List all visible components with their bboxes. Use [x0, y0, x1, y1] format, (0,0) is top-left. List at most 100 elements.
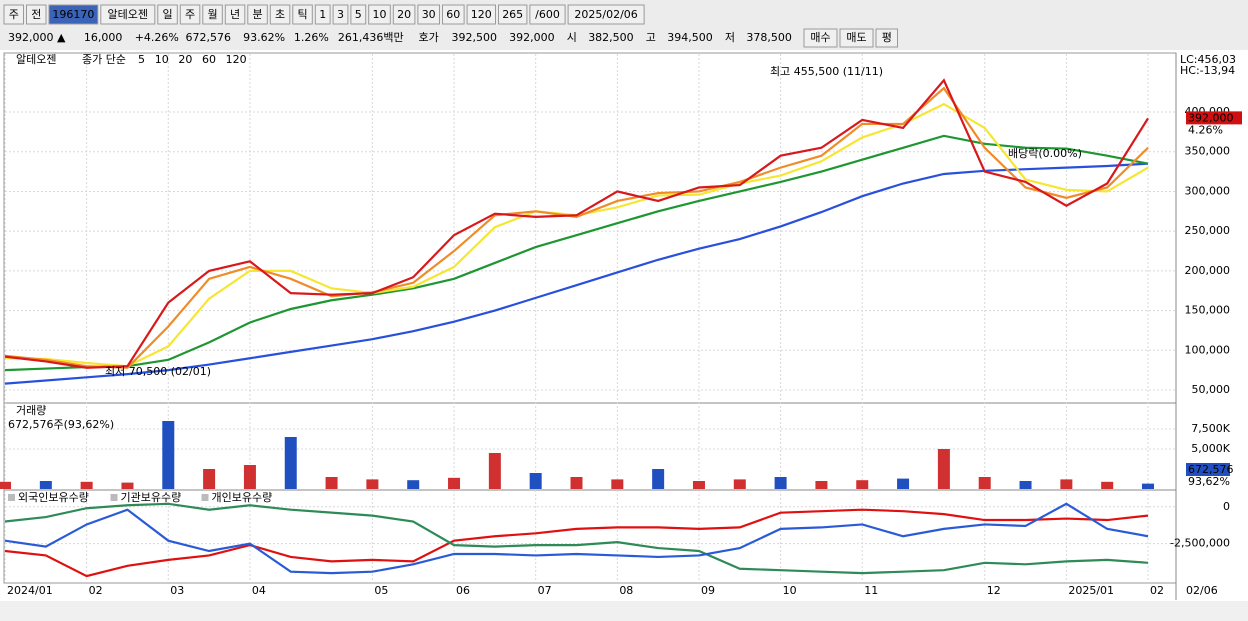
toolbar-label: 일	[162, 7, 172, 21]
legend-entry: 60	[202, 53, 216, 66]
toolbar-button[interactable]	[368, 4, 391, 25]
toolbar-button[interactable]	[179, 4, 201, 25]
volume-bar	[1101, 481, 1114, 489]
toolbar-label: 초	[275, 8, 285, 21]
x-tick-label: 05	[374, 584, 388, 597]
toolbar-label: 5	[355, 8, 362, 21]
annotation: 최저 70,500 (02/01)	[105, 365, 211, 378]
toolbar-button[interactable]	[269, 4, 291, 25]
quote-item: 382,500	[588, 31, 634, 44]
quote-item: 672,576	[186, 31, 232, 44]
price-tag-label: 392,000	[1188, 111, 1234, 124]
toolbar-button[interactable]	[417, 4, 440, 25]
order-button-label: 매수	[810, 31, 830, 44]
volume-bar	[488, 453, 501, 489]
annotation: LC:456,03	[1180, 53, 1236, 66]
y-tick-label: 250,000	[1185, 224, 1231, 237]
x-tick-label: 2024/01	[7, 584, 53, 597]
x-tick-label: 08	[619, 584, 633, 597]
toolbar-label: 10	[373, 8, 387, 21]
order-button[interactable]	[803, 28, 838, 48]
toolbar-label: 196170	[52, 8, 94, 21]
quote-item: +4.26%	[135, 31, 179, 44]
toolbar-label: /600	[535, 8, 560, 21]
x-tick-label: 10	[783, 584, 797, 597]
toolbar-button[interactable]	[157, 4, 178, 25]
volume-bar	[407, 480, 420, 489]
panel-subtitle: 672,576주(93,62%)	[8, 418, 114, 431]
toolbar-label: 265	[502, 8, 523, 21]
legend-entry: 120	[226, 53, 247, 66]
toolbar-button[interactable]	[26, 4, 47, 25]
toolbar-label: 분	[252, 8, 262, 21]
volume-bar	[203, 469, 216, 489]
volume-bar	[80, 481, 93, 489]
volume-bar	[284, 437, 297, 489]
volume-bar	[325, 477, 338, 489]
quote-item: 378,500	[746, 31, 792, 44]
toolbar-button[interactable]	[3, 4, 24, 25]
toolbar-button[interactable]	[314, 4, 331, 25]
toolbar-label: 120	[471, 8, 492, 21]
line-series	[4, 134, 1149, 372]
change-tag: 4.26%	[1188, 123, 1223, 136]
volume-bar	[774, 477, 787, 489]
legend-entry: 기관보유수량	[121, 491, 182, 504]
y-tick-label: 150,000	[1185, 304, 1231, 317]
x-tick-label: 02	[89, 584, 103, 597]
toolbar-label: 20	[397, 8, 411, 21]
quote-item: 16,000	[84, 31, 123, 44]
toolbar-button[interactable]	[48, 4, 99, 25]
y-tick-label: 100,000	[1185, 343, 1231, 356]
toolbar-button[interactable]	[100, 4, 156, 25]
legend-swatch	[8, 494, 15, 501]
toolbar-label: 3	[337, 8, 344, 21]
quote-item: 392,000 ▲	[8, 31, 66, 44]
toolbar-button[interactable]	[247, 4, 268, 25]
toolbar-label: 틱	[297, 8, 307, 21]
volume-bar	[162, 421, 175, 489]
toolbar-button[interactable]	[202, 4, 223, 25]
order-button[interactable]	[839, 28, 874, 48]
toolbar-button[interactable]	[498, 4, 528, 25]
x-tick-label: 09	[701, 584, 715, 597]
x-tick-label: 02	[1150, 584, 1164, 597]
toolbar-button[interactable]	[224, 4, 246, 25]
quote-item: 93.62%	[243, 31, 285, 44]
y-tick-label: -2,500,000	[1170, 537, 1230, 550]
volume-bar	[937, 449, 950, 489]
toolbar-button[interactable]	[442, 4, 465, 25]
volume-bar	[529, 473, 542, 489]
volume-bar	[978, 477, 991, 489]
y-tick-label: 300,000	[1185, 184, 1231, 197]
toolbar-label: 년	[230, 8, 240, 21]
order-button[interactable]	[875, 28, 898, 48]
toolbar-button[interactable]	[466, 4, 497, 25]
stock-label: 알테오젠	[16, 52, 56, 66]
toolbar-label: 주	[185, 8, 195, 21]
annotation: 최고 455,500 (11/11)	[770, 65, 883, 78]
annotation: 배당락(0.00%)	[1008, 147, 1082, 160]
price-tag	[1186, 111, 1242, 125]
volume-bar	[815, 481, 828, 489]
toolbar-button[interactable]	[392, 4, 416, 25]
toolbar-button[interactable]	[567, 4, 645, 25]
toolbar-button[interactable]	[529, 4, 566, 25]
x-tick-label: 04	[252, 584, 266, 597]
quote-item: 호가	[419, 31, 439, 44]
scrollbar[interactable]	[0, 601, 1248, 621]
order-button-label: 평	[882, 31, 892, 44]
volume-bar	[448, 477, 461, 489]
y-tick-label: 5,000K	[1191, 442, 1230, 455]
x-end-label: 02/06	[1186, 584, 1218, 597]
volume-tag	[1186, 463, 1230, 476]
toolbar-button[interactable]	[350, 4, 367, 25]
toolbar-button[interactable]	[292, 4, 313, 25]
volume-bar	[733, 479, 746, 489]
panel-title: 거래량	[16, 404, 46, 417]
toolbar-button[interactable]	[332, 4, 349, 25]
toolbar-label: 1	[319, 8, 326, 21]
order-button-label: 매도	[846, 31, 866, 44]
quote-item: 261,436백만	[338, 31, 404, 44]
y-tick-label: 7,500K	[1191, 422, 1230, 435]
